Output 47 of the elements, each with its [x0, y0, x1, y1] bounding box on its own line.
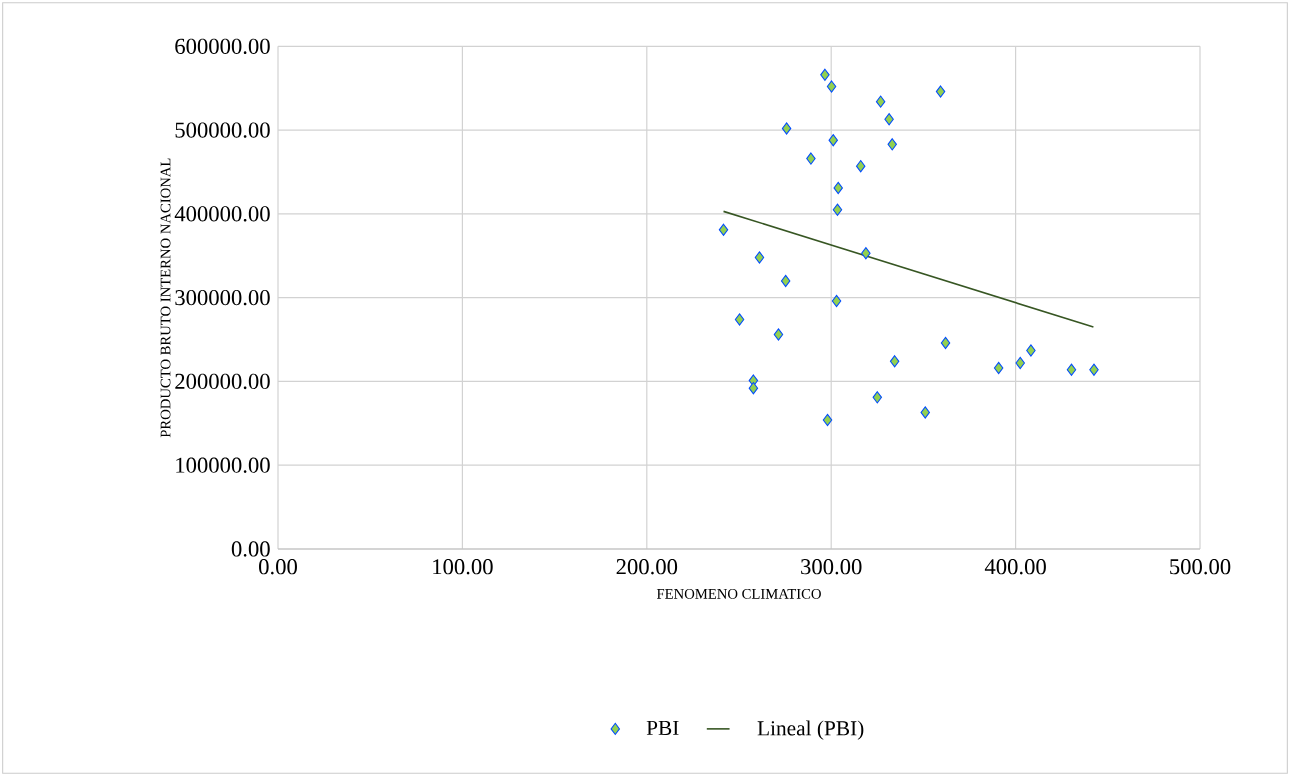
point [1089, 363, 1099, 376]
point [826, 80, 837, 93]
x-tick-label: 0.00 [259, 559, 297, 575]
point [1026, 344, 1036, 357]
y-tick-label: 100000.00 [176, 457, 270, 473]
x-axis-title: FENOMENO CLIMATICO [656, 588, 821, 599]
y-tick-label: 400000.00 [174, 206, 270, 222]
y-tick-label: 500000.00 [175, 122, 270, 138]
y-axis-title: PRODUCTO BRUTO INTERNO NACIONAL [160, 158, 171, 438]
point [822, 413, 833, 427]
y-tick-label: 600000.00 [175, 38, 270, 55]
y-tick-label: 0.00 [231, 541, 270, 557]
x-tick-label: 500.00 [1170, 559, 1231, 575]
point [920, 406, 930, 419]
point [833, 181, 843, 195]
point [806, 152, 816, 165]
point [875, 95, 886, 108]
y-tick-label: 300000.00 [175, 289, 270, 306]
point [831, 294, 842, 308]
point [748, 382, 759, 395]
point [1015, 356, 1025, 370]
point [884, 113, 894, 126]
legend-label: PBI [646, 720, 679, 735]
point [1066, 363, 1077, 376]
legend-label: Lineal (PBI) [757, 720, 864, 740]
point [780, 274, 791, 288]
point [889, 355, 900, 368]
point [935, 85, 946, 98]
point [781, 122, 792, 135]
point [832, 203, 843, 216]
y-tick-label: 200000.00 [175, 373, 270, 390]
point [887, 138, 897, 151]
point [773, 328, 784, 341]
x-tick-label: 400.00 [984, 559, 1046, 575]
point [993, 361, 1004, 375]
x-tick-label: 200.00 [616, 559, 678, 575]
point [872, 391, 883, 404]
x-tick-label: 300.00 [801, 559, 862, 575]
point [828, 134, 838, 147]
point [861, 247, 871, 260]
point [754, 251, 765, 264]
point [718, 223, 729, 236]
x-tick-label: 100.00 [433, 559, 493, 575]
point [820, 68, 830, 81]
point [734, 313, 745, 326]
point [855, 160, 866, 173]
point [940, 336, 951, 350]
